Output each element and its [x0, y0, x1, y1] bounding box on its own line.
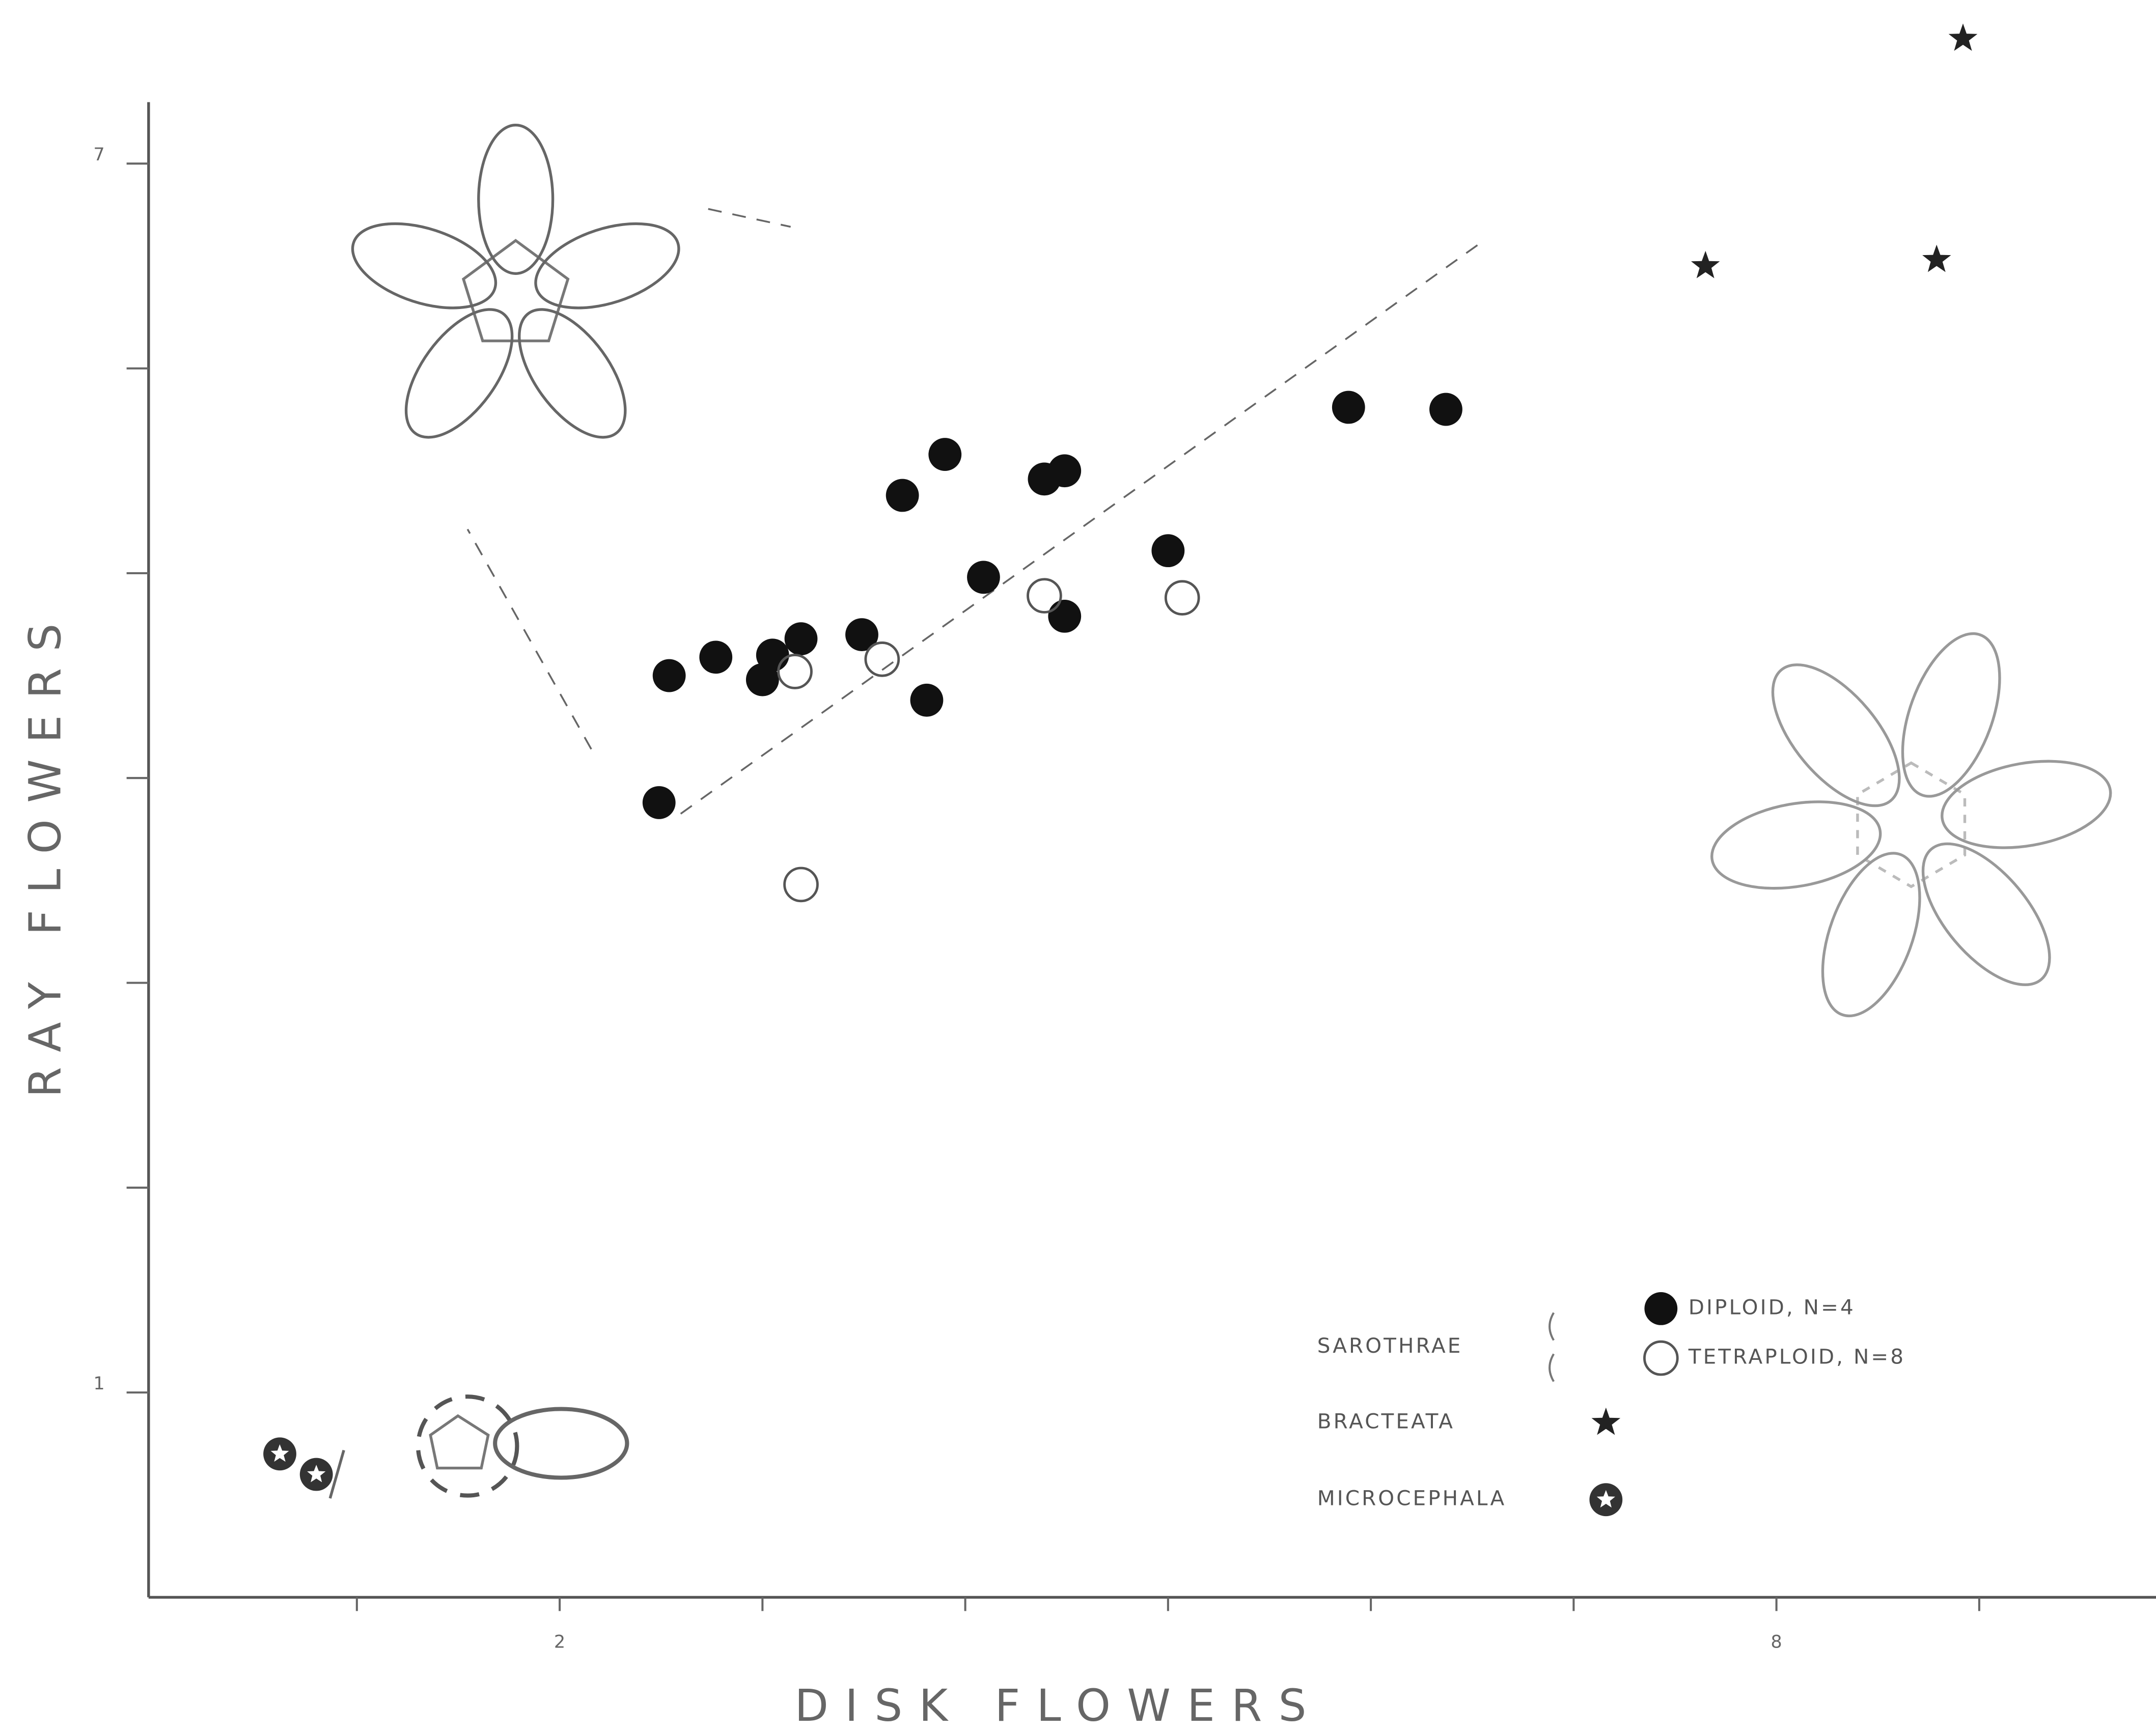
point: [967, 561, 1000, 594]
y-tick-label: 1: [93, 1373, 104, 1394]
legend-label: BRACTEATA: [1317, 1409, 1455, 1434]
legend-label: DIPLOID, N=4: [1689, 1295, 1856, 1319]
point: [652, 659, 686, 692]
point: [1027, 578, 1062, 613]
point: [263, 1437, 296, 1471]
legend-marker: [1591, 1407, 1621, 1435]
point: [864, 641, 900, 677]
x-tick-label: 8: [1771, 1632, 1782, 1653]
point-star: [307, 1465, 326, 1483]
point: [1048, 454, 1082, 488]
point: [928, 438, 962, 471]
point: [784, 622, 818, 656]
legend-marker: [1589, 1483, 1623, 1517]
point: [777, 654, 813, 689]
point: [1332, 390, 1365, 424]
point: [1048, 599, 1082, 633]
point: [1691, 250, 1720, 278]
point: [299, 1458, 333, 1491]
point: [1151, 534, 1185, 568]
pointer-line: [708, 208, 791, 228]
flower-small: [328, 1394, 629, 1499]
legend-label: MICROCEPHALA: [1317, 1486, 1506, 1511]
legend-group: SAROTHRAE: [1317, 1333, 1463, 1358]
point: [845, 618, 878, 651]
legend-brace: [1549, 1312, 1555, 1382]
y-axis-title: RAY FLOWERS: [20, 607, 71, 1097]
point: [910, 683, 944, 717]
x-tick-label: 2: [554, 1632, 565, 1653]
flower-6: [1710, 632, 2112, 1018]
point: [1948, 23, 1978, 51]
flower-5: [351, 124, 680, 439]
legend-marker: [1644, 1292, 1678, 1325]
pointer-line: [466, 528, 592, 750]
point: [783, 867, 819, 903]
point: [1922, 244, 1951, 272]
x-axis-title: DISK FLOWERS: [795, 1681, 1323, 1731]
y-tick-label: 7: [93, 144, 104, 165]
legend-marker: [1643, 1340, 1679, 1376]
point: [699, 640, 733, 674]
point: [1429, 393, 1462, 426]
decor: [328, 124, 2112, 1499]
point-star: [1596, 1490, 1615, 1508]
trend-line: [680, 244, 1479, 815]
point: [642, 786, 676, 819]
point: [745, 663, 779, 696]
legend-label: TETRAPLOID, N=8: [1688, 1345, 1905, 1369]
point-star: [270, 1444, 289, 1462]
point: [886, 479, 919, 512]
point: [1164, 580, 1200, 616]
